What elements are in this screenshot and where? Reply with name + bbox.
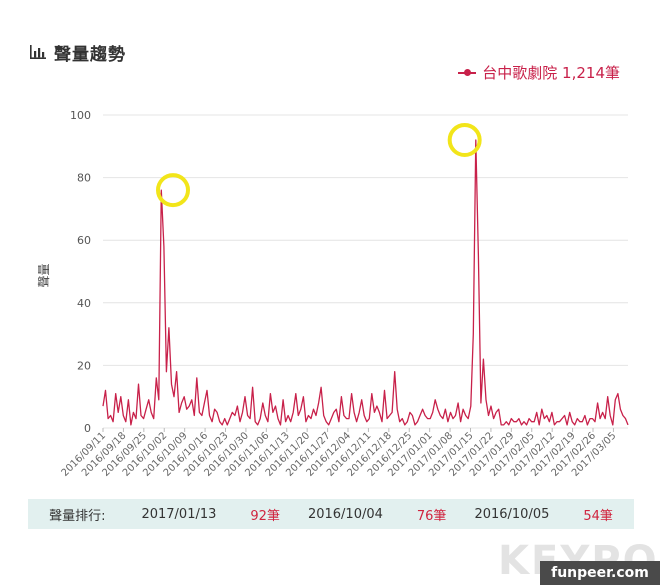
y-tick-label: 80 (77, 172, 91, 185)
ranking-bar: 聲量排行: 2017/01/13 92筆 2016/10/04 76筆 2016… (28, 499, 634, 529)
ranking-count-1: 92筆 (250, 508, 280, 524)
series-line (102, 139, 629, 426)
ranking-count-3: 54筆 (583, 508, 613, 524)
ranking-date-1: 2017/01/13 (141, 506, 217, 522)
legend-line-icon (458, 68, 477, 78)
ranking-date-3: 2016/10/05 (474, 506, 550, 522)
y-axis-label: 聲量 (36, 263, 51, 287)
ranking-count-2: 76筆 (416, 508, 447, 524)
chart-header: 聲量趨勢 (30, 38, 126, 66)
y-tick-label: 40 (77, 297, 91, 310)
chart-legend[interactable]: 台中歌劇院 1,214筆 (458, 62, 620, 83)
y-tick-label: 20 (77, 359, 91, 372)
legend-label: 台中歌劇院 1,214筆 (482, 64, 620, 82)
peak-highlight-circle (156, 173, 190, 208)
ranking-date-2: 2016/10/04 (307, 506, 383, 522)
peak-highlight-circle (447, 123, 482, 158)
chart-title: 聲量趨勢 (54, 44, 126, 65)
bar-chart-icon (30, 45, 46, 59)
y-tick-label: 100 (70, 109, 91, 122)
site-badge: funpeer.com (540, 561, 660, 585)
ranking-label: 聲量排行: (49, 508, 106, 524)
y-tick-label: 0 (84, 422, 91, 435)
line-chart: 020406080100聲量2016/09/112016/09/182016/0… (36, 109, 629, 479)
y-tick-label: 60 (77, 234, 91, 247)
